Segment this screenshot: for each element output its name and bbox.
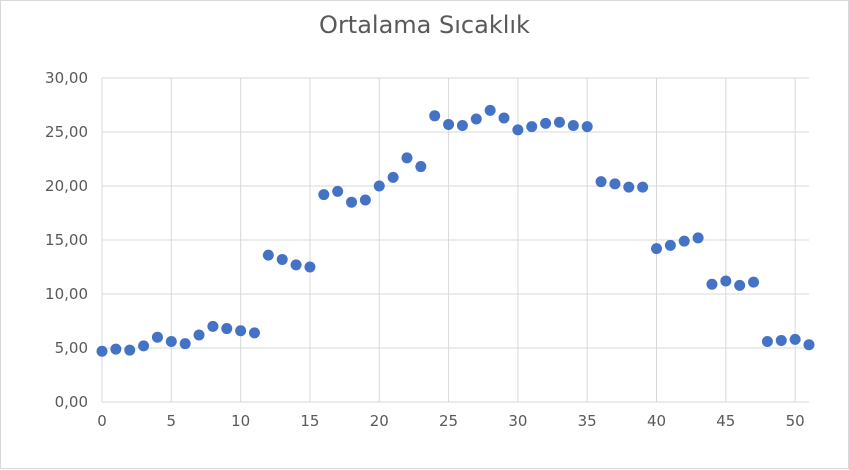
data-point (401, 152, 413, 164)
x-tick-label: 50 (786, 412, 805, 430)
data-point (609, 178, 621, 190)
data-point (346, 196, 358, 208)
data-point (761, 336, 773, 348)
data-point (692, 232, 704, 244)
data-point (96, 345, 108, 357)
x-tick-label: 40 (647, 412, 666, 430)
data-point (623, 181, 635, 193)
x-tick-label: 5 (167, 412, 177, 430)
x-tick-label: 45 (716, 412, 735, 430)
data-point (248, 327, 260, 339)
y-tick-label: 10,00 (45, 285, 88, 303)
data-point (470, 113, 482, 125)
data-point (221, 323, 233, 335)
y-tick-label: 0,00 (55, 393, 88, 411)
y-tick-label: 5,00 (55, 339, 88, 357)
data-point (110, 343, 122, 355)
data-point (498, 112, 510, 124)
data-point (678, 235, 690, 247)
data-point (235, 325, 247, 337)
data-point (165, 336, 177, 348)
data-point (373, 180, 385, 192)
x-tick-label: 35 (578, 412, 597, 430)
y-tick-label: 20,00 (45, 177, 88, 195)
data-point (262, 249, 274, 261)
x-tick-label: 20 (370, 412, 389, 430)
data-point (789, 333, 801, 345)
data-point (429, 110, 441, 122)
data-point (595, 176, 607, 188)
data-point (304, 261, 316, 273)
data-point (637, 181, 649, 193)
data-point (664, 239, 676, 251)
data-point (803, 339, 815, 351)
x-tick-label: 25 (439, 412, 458, 430)
data-point (748, 276, 760, 288)
data-point (387, 171, 399, 183)
x-tick-label: 30 (508, 412, 527, 430)
data-point (581, 121, 593, 133)
data-point (193, 329, 205, 341)
data-point (124, 344, 136, 356)
data-point (276, 253, 288, 265)
data-point (526, 121, 538, 133)
data-point (651, 243, 663, 255)
data-point (720, 275, 732, 287)
data-point (290, 259, 302, 271)
data-point (151, 331, 163, 343)
data-point (138, 340, 150, 352)
data-point (553, 116, 565, 128)
data-point (456, 120, 468, 132)
x-tick-label: 0 (97, 412, 107, 430)
data-point (540, 117, 552, 129)
data-point (706, 278, 718, 290)
data-point (567, 120, 579, 132)
data-point (318, 189, 330, 201)
data-point (415, 161, 427, 173)
x-tick-label: 15 (300, 412, 319, 430)
y-tick-label: 30,00 (45, 69, 88, 87)
y-tick-label: 15,00 (45, 231, 88, 249)
data-point (484, 104, 496, 116)
data-point (359, 194, 371, 206)
data-point (443, 118, 455, 130)
data-point (207, 320, 219, 332)
data-point (734, 279, 746, 291)
data-point (512, 124, 524, 136)
x-tick-label: 10 (231, 412, 250, 430)
chart-title: Ortalama Sıcaklık (319, 11, 530, 39)
y-tick-label: 25,00 (45, 123, 88, 141)
data-point (179, 338, 191, 350)
data-point (332, 185, 344, 197)
data-point (775, 334, 787, 346)
